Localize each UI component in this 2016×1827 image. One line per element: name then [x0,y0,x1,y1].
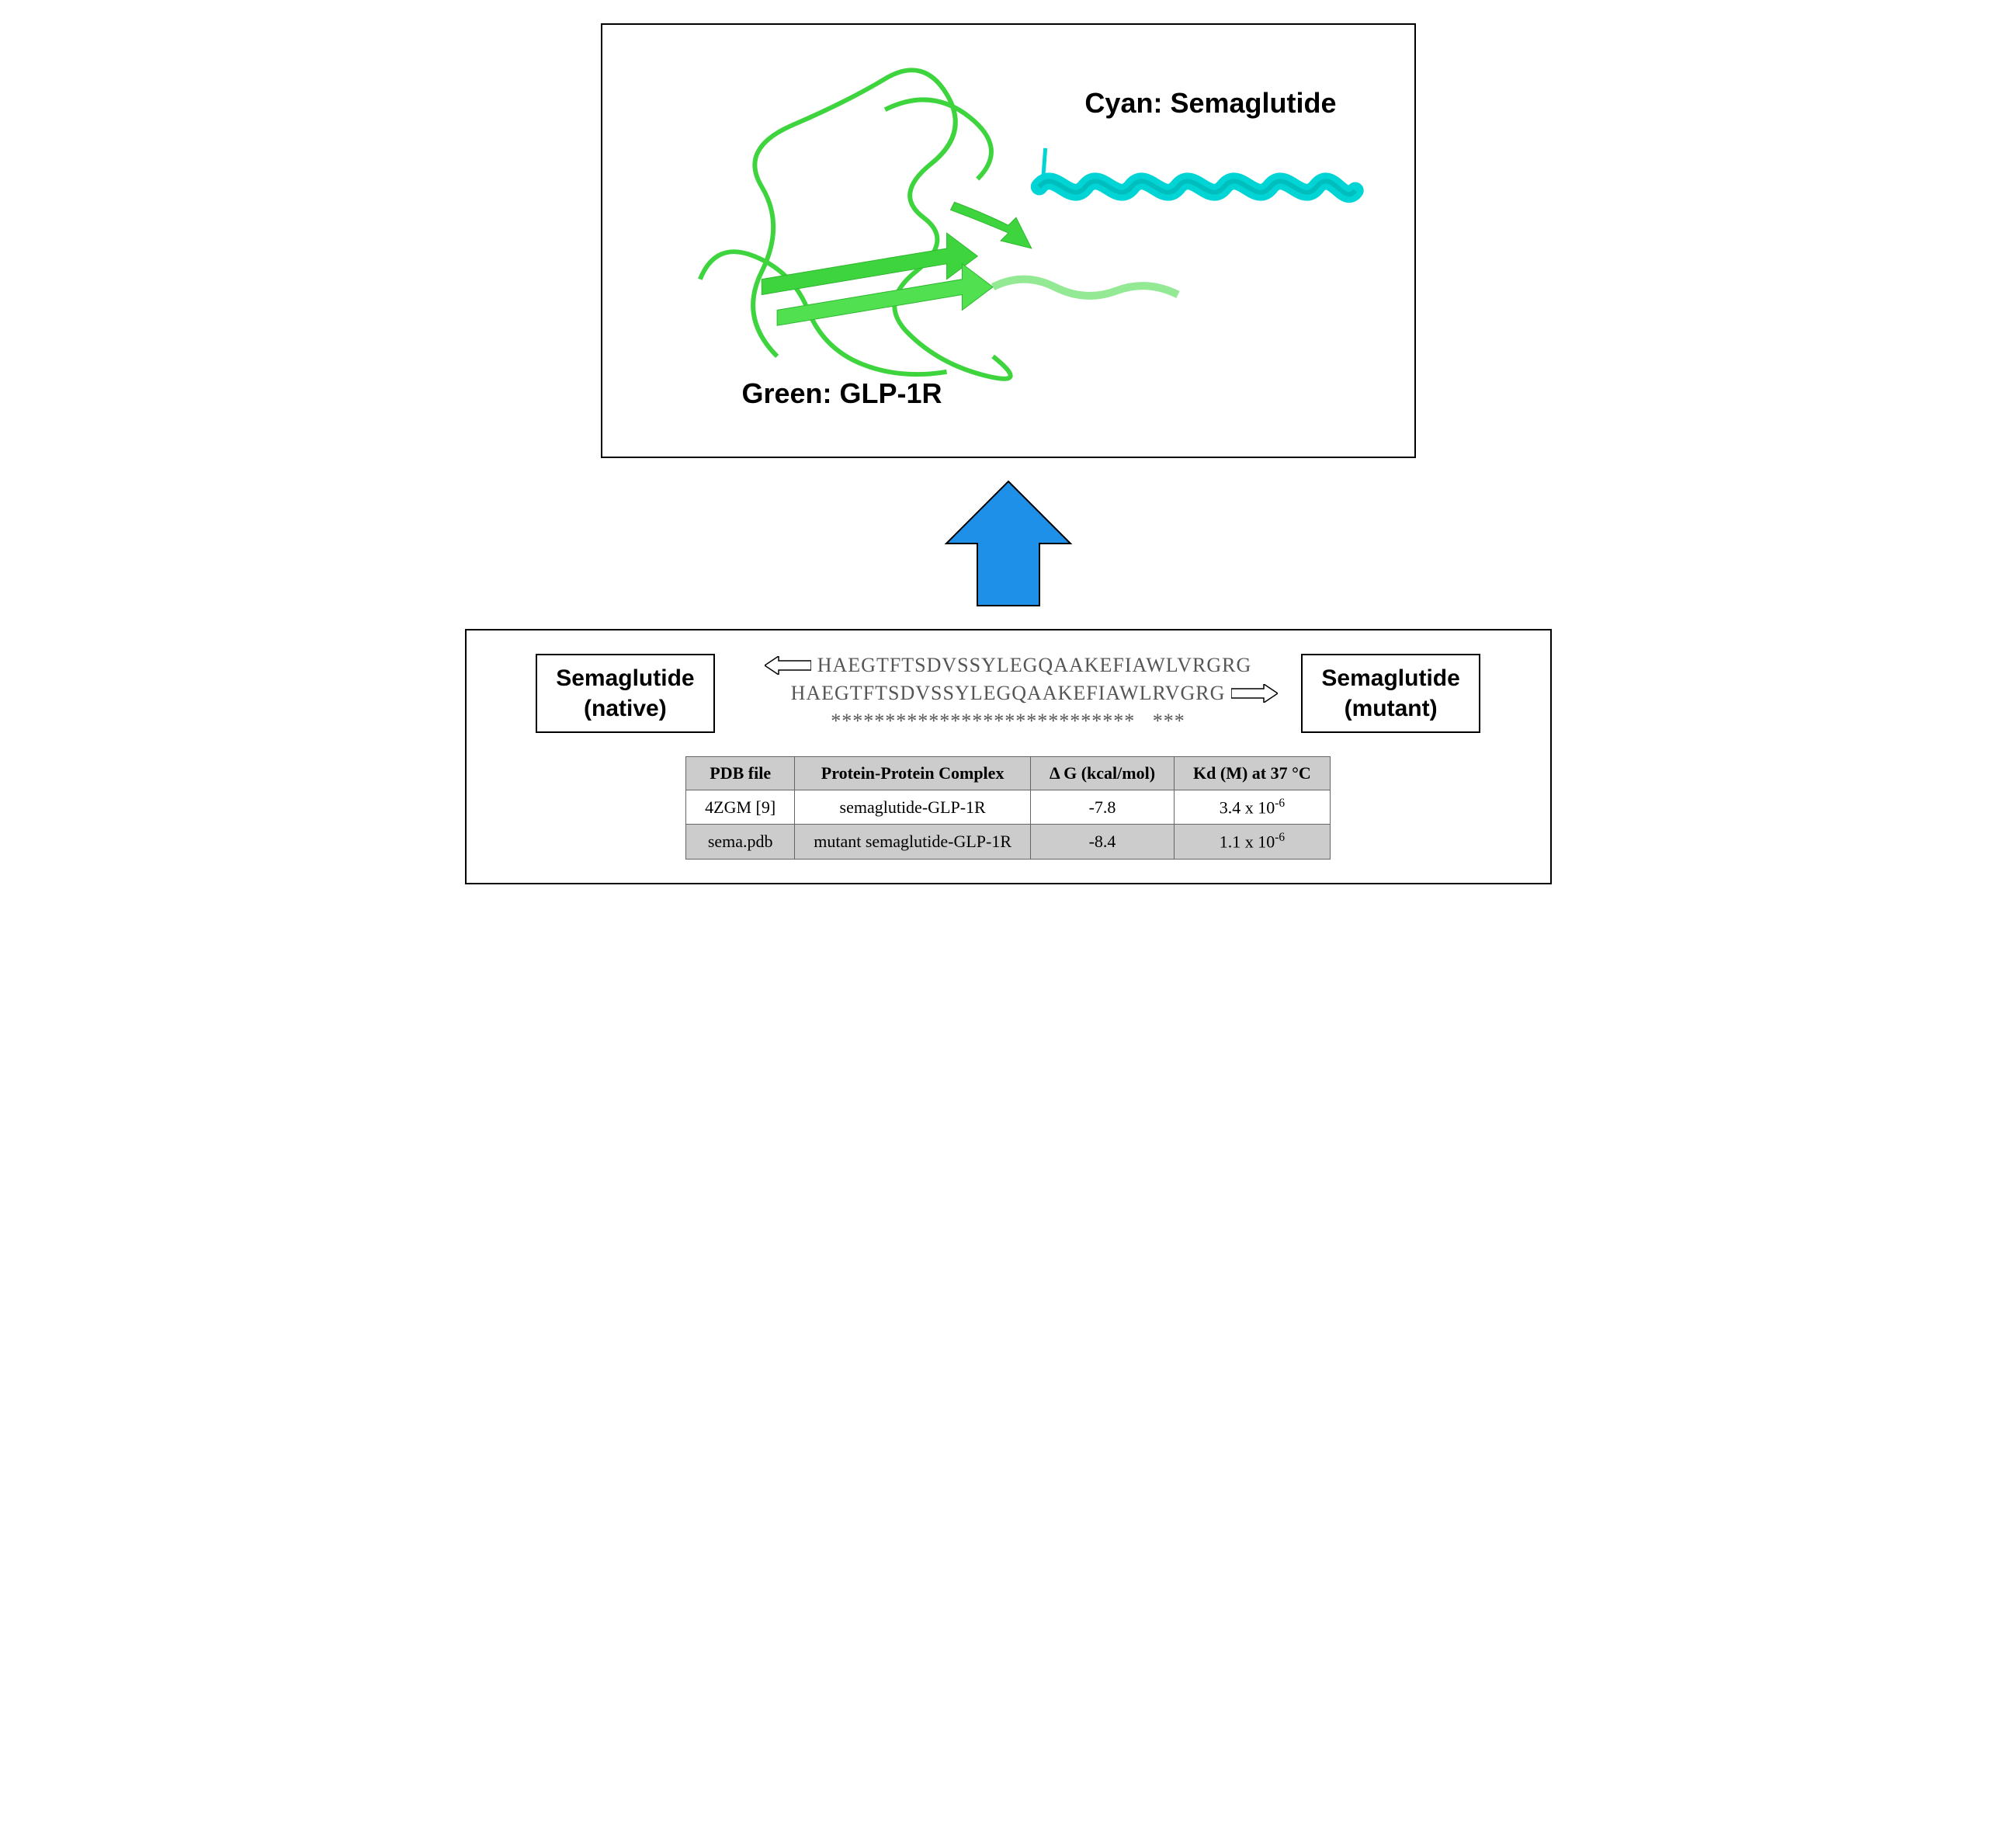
mutant-label-line1: Semaglutide [1321,665,1459,691]
semaglutide-native-label: Semaglutide (native) [536,654,714,733]
table-row: sema.pdb mutant semaglutide-GLP-1R -8.4 … [686,825,1331,859]
cell-kd-0: 3.4 x 10-6 [1175,790,1331,825]
col-pdb: PDB file [686,757,795,790]
binding-affinity-table: PDB file Protein-Protein Complex Δ G (kc… [685,756,1331,860]
native-label-line1: Semaglutide [556,665,694,691]
cyan-label: Cyan: Semaglutide [1084,87,1336,120]
col-dg: Δ G (kcal/mol) [1031,757,1175,790]
sequence-table-panel: Semaglutide (native) HAEGTFTSDVSSYLEGQAA… [465,629,1552,884]
sequence-alignment-block: HAEGTFTSDVSSYLEGQAAKEFIAWLVRGRG HAEGTFTS… [738,654,1279,733]
cell-complex-0: semaglutide-GLP-1R [795,790,1031,825]
mutant-label-line2: (mutant) [1345,696,1438,721]
up-arrow-icon [939,474,1078,613]
sequence-alignment-row: Semaglutide (native) HAEGTFTSDVSSYLEGQAA… [498,654,1519,733]
col-complex: Protein-Protein Complex [795,757,1031,790]
cell-pdb-0: 4ZGM [9] [686,790,795,825]
semaglutide-helix [1039,148,1355,194]
sequence-match-line: **************************** *** [831,710,1185,733]
left-arrow-icon [765,656,811,675]
cell-kd-1: 1.1 x 10-6 [1175,825,1331,859]
cell-pdb-1: sema.pdb [686,825,795,859]
semaglutide-mutant-label: Semaglutide (mutant) [1301,654,1480,733]
cell-dg-0: -7.8 [1031,790,1175,825]
table-row: 4ZGM [9] semaglutide-GLP-1R -7.8 3.4 x 1… [686,790,1331,825]
sequence-line-1: HAEGTFTSDVSSYLEGQAAKEFIAWLVRGRG [817,654,1252,677]
right-arrow-icon [1231,684,1278,703]
cell-dg-1: -8.4 [1031,825,1175,859]
protein-structure-panel: Cyan: Semaglutide Green: GLP-1R [601,23,1416,458]
green-label: Green: GLP-1R [742,377,942,410]
cell-complex-1: mutant semaglutide-GLP-1R [795,825,1031,859]
native-label-line2: (native) [584,696,667,721]
col-kd: Kd (M) at 37 °C [1175,757,1331,790]
table-header-row: PDB file Protein-Protein Complex Δ G (kc… [686,757,1331,790]
sequence-line-2: HAEGTFTSDVSSYLEGQAAKEFIAWLRVGRG [791,682,1226,705]
